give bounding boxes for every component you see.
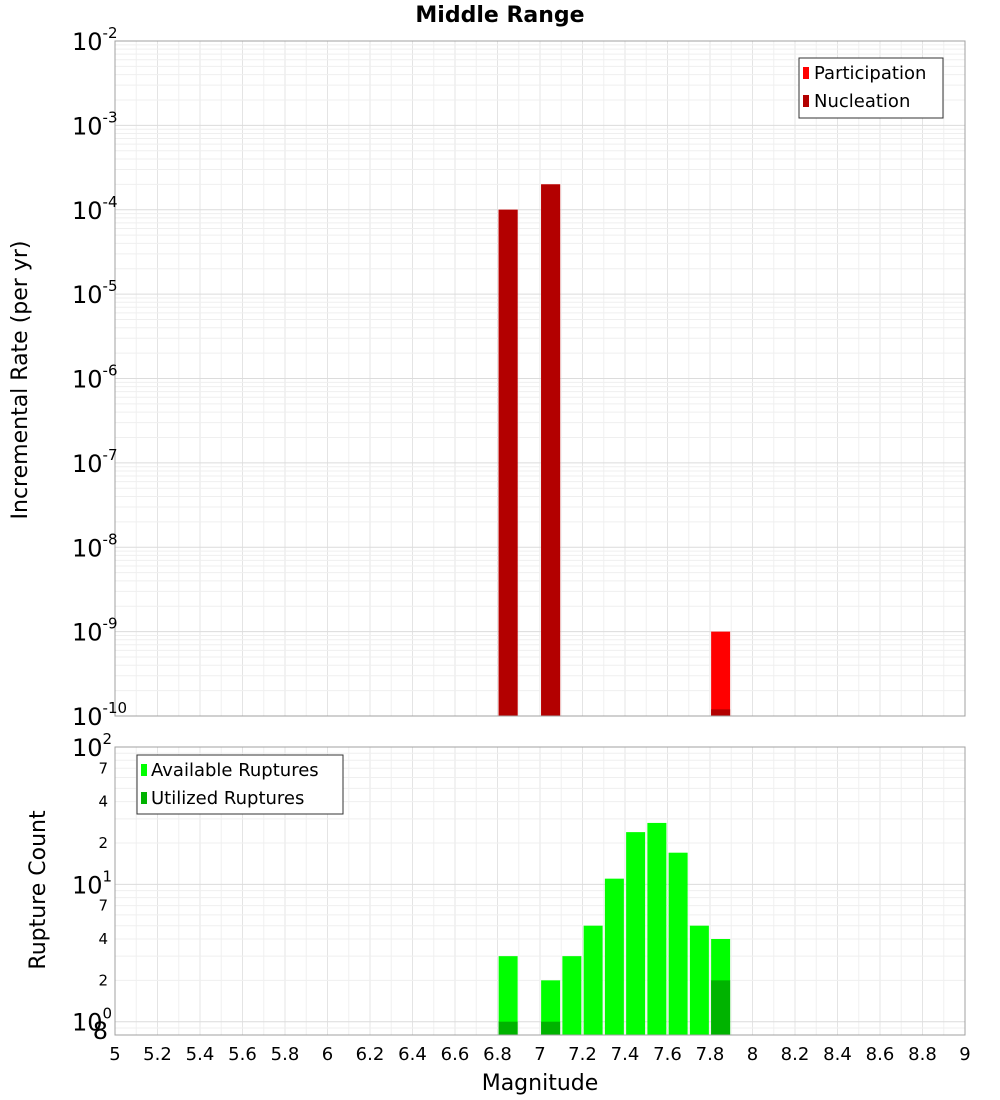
x-axis-ticks: 5 5.2 5.4 5.6 5.8 6 6.2 6.4 6.6 6.8 7 7.2 7.4 7.6 7.8 8… [109, 1044, 970, 1065]
x-tick-label: 8.2 [781, 1044, 810, 1065]
bottom-y-minor-tick-label: 7 [98, 759, 108, 777]
top-bar-nucleation [498, 209, 518, 716]
top-y-tick-label: 10-2 [72, 24, 118, 56]
x-tick-label: 5.4 [186, 1044, 215, 1065]
x-tick-label: 8.8 [908, 1044, 937, 1065]
x-tick-label: 6 [322, 1044, 333, 1065]
x-tick-label: 6.2 [356, 1044, 385, 1065]
bottom-bar-available-ruptures [498, 956, 518, 1035]
bottom-y-axis-ticks: 102 101 100 7 4 2 7 4 2 8 [72, 730, 112, 1045]
x-tick-label: 5.2 [143, 1044, 172, 1065]
top-plot-frame [114, 40, 966, 717]
bottom-bar-available-ruptures [583, 925, 603, 1035]
bottom-y-tick-label: 101 [72, 867, 112, 899]
x-tick-label: 7 [534, 1044, 545, 1065]
bottom-legend[interactable]: Available Ruptures Utilized Ruptures [136, 754, 344, 815]
bottom-bar-utilized-ruptures [541, 1021, 561, 1035]
top-grid [114, 40, 966, 717]
x-axis-label: Magnitude [482, 1071, 599, 1096]
top-bar-participation [711, 631, 731, 716]
bottom-plot-frame [114, 746, 966, 1036]
top-bar-nucleation [711, 709, 731, 716]
x-tick-label: 7.8 [696, 1044, 725, 1065]
bottom-bar-available-ruptures [562, 956, 582, 1035]
bottom-bar-available-ruptures [668, 852, 688, 1035]
x-tick-label: 5 [109, 1044, 120, 1065]
top-y-tick-label: 10-3 [72, 108, 118, 140]
bottom-bar-available-ruptures [604, 878, 624, 1035]
x-tick-label: 7.6 [653, 1044, 682, 1065]
top-y-tick-label: 10-6 [72, 362, 118, 394]
bottom-y-minor-tick-label: 7 [98, 897, 108, 915]
bottom-y-minor-tick-label: 8 [93, 1017, 108, 1045]
top-y-axis-label: Incremental Rate (per yr) [8, 241, 33, 520]
bottom-y-minor-tick-label: 2 [98, 834, 108, 852]
bottom-bars [498, 822, 731, 1035]
bottom-bar-utilized-ruptures [498, 1021, 518, 1035]
top-y-tick-label: 10-7 [72, 446, 118, 478]
x-tick-label: 6.6 [441, 1044, 470, 1065]
legend-swatch-participation [803, 67, 809, 79]
legend-label-utilized-ruptures: Utilized Ruptures [151, 788, 304, 809]
top-legend[interactable]: Participation Nucleation [798, 57, 944, 119]
x-tick-label: 5.6 [228, 1044, 257, 1065]
bottom-y-tick-label: 102 [72, 730, 112, 762]
legend-swatch-available-ruptures [141, 764, 147, 776]
top-y-tick-label: 10-4 [72, 193, 118, 225]
x-tick-label: 6.8 [483, 1044, 512, 1065]
bottom-bar-available-ruptures [541, 980, 561, 1035]
bottom-bar-available-ruptures [689, 925, 709, 1035]
legend-label-participation: Participation [814, 63, 926, 84]
top-y-tick-label: 10-10 [72, 699, 127, 731]
x-tick-label: 7.2 [568, 1044, 597, 1065]
bottom-y-tick-label: 100 [72, 1005, 112, 1037]
x-tick-label: 5.8 [271, 1044, 300, 1065]
x-tick-label: 8.6 [866, 1044, 895, 1065]
chart-title: Middle Range [415, 3, 584, 28]
top-y-axis-ticks: 10-2 10-3 10-4 10-5 10-6 10-7 10-8 10-9 10-10 [72, 24, 127, 731]
top-legend-box [798, 57, 944, 119]
x-tick-label: 7.4 [611, 1044, 640, 1065]
legend-label-available-ruptures: Available Ruptures [151, 760, 319, 781]
top-y-tick-label: 10-8 [72, 530, 118, 562]
bottom-bar-available-ruptures [626, 832, 646, 1035]
legend-swatch-utilized-ruptures [141, 792, 147, 804]
legend-label-nucleation: Nucleation [814, 91, 910, 112]
bottom-y-minor-tick-label: 4 [98, 930, 108, 948]
bottom-y-minor-tick-label: 2 [98, 971, 108, 989]
x-tick-label: 8 [747, 1044, 758, 1065]
bottom-y-minor-tick-label: 4 [98, 793, 108, 811]
top-y-tick-label: 10-5 [72, 277, 118, 309]
x-tick-label: 9 [959, 1044, 970, 1065]
legend-swatch-nucleation [803, 95, 809, 107]
x-tick-label: 8.4 [823, 1044, 852, 1065]
bottom-legend-box [136, 754, 344, 815]
top-bars [498, 184, 731, 717]
top-y-tick-label: 10-9 [72, 615, 118, 647]
bottom-bar-available-ruptures [647, 822, 667, 1035]
top-bar-nucleation [541, 184, 561, 717]
bottom-bar-utilized-ruptures [711, 980, 731, 1035]
x-tick-label: 6.4 [398, 1044, 427, 1065]
bottom-y-axis-label: Rupture Count [26, 810, 51, 970]
